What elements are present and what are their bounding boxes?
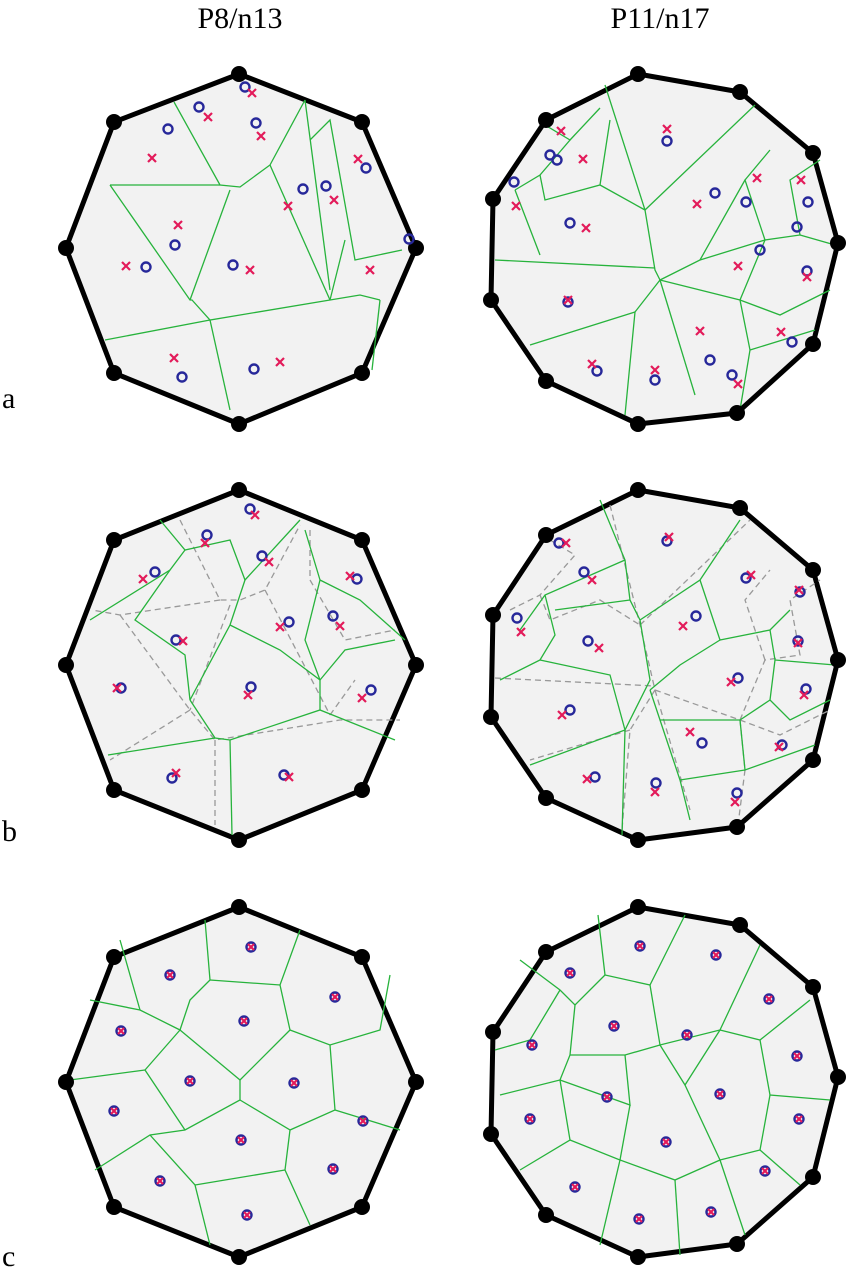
boundary-polygon xyxy=(488,71,841,427)
column-title-p11: P11/n17 xyxy=(610,2,710,35)
polygon-vertices xyxy=(483,899,846,1265)
polygon-vertices xyxy=(483,482,846,848)
voronoi-edges xyxy=(104,99,403,411)
row-label-c: c xyxy=(2,1240,16,1273)
boundary-polygon xyxy=(488,904,841,1260)
centroids xyxy=(110,943,367,1219)
voronoi-edges xyxy=(494,914,831,1256)
voronoi-edges xyxy=(494,84,836,416)
centroids xyxy=(112,510,367,782)
polygon-vertices xyxy=(58,66,424,432)
polygon-vertices xyxy=(58,482,424,848)
voronoi-edges xyxy=(89,519,406,836)
polygon-vertices xyxy=(483,66,846,432)
centroids xyxy=(526,942,803,1223)
generator-sites xyxy=(140,81,415,383)
polygon-vertices xyxy=(58,899,424,1265)
generator-sites xyxy=(508,135,814,386)
column-title-p8: P8/n13 xyxy=(197,2,283,35)
row-label-b: b xyxy=(2,815,17,848)
voronoi-edges xyxy=(499,499,836,836)
centroids xyxy=(121,88,375,367)
centroids xyxy=(516,532,809,807)
previous-edges xyxy=(91,519,400,825)
row-label-a: a xyxy=(2,382,16,415)
voronoi-edges xyxy=(69,919,401,1246)
generator-sites xyxy=(524,940,805,1225)
generator-sites xyxy=(108,941,369,1221)
centroids xyxy=(511,124,812,389)
